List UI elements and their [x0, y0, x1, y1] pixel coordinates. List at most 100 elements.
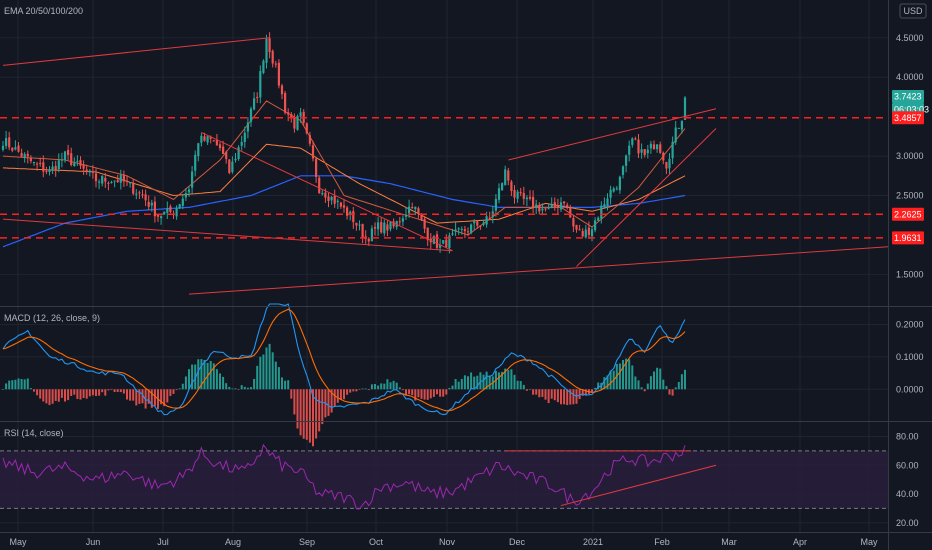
candle-body	[324, 192, 327, 198]
candle-body	[559, 202, 563, 210]
macd-histogram-bar	[271, 352, 274, 390]
macd-histogram-bar	[423, 389, 426, 400]
macd-histogram-bar	[135, 389, 138, 406]
macd-histogram-bar	[463, 375, 466, 390]
time-axis-tick[interactable]: Jun	[86, 537, 101, 547]
macd-histogram-bar	[370, 384, 373, 390]
candle-body	[553, 202, 556, 207]
macd-axis-tick: 0.0000	[896, 384, 924, 394]
time-axis-tick[interactable]: 2021	[583, 537, 603, 547]
macd-histogram-bar	[107, 389, 110, 391]
trendlines[interactable]	[2, 37, 889, 295]
candle-body	[129, 182, 132, 184]
rsi-panel[interactable]	[0, 443, 888, 510]
candle-body	[218, 144, 222, 149]
rsi-study-title[interactable]: RSI (14, close)	[4, 428, 64, 438]
candle-body	[646, 149, 649, 154]
candle-body	[643, 149, 646, 155]
macd-histogram-bar	[240, 385, 243, 390]
macd-histogram-bar	[640, 387, 643, 390]
currency-button[interactable]: USD	[899, 3, 927, 19]
macd-histogram-bar	[439, 389, 442, 397]
macd-panel[interactable]	[2, 303, 686, 447]
macd-histogram-bar	[172, 389, 175, 394]
candle-body	[683, 97, 687, 120]
time-axis[interactable]: May Jun Jul Aug Sep Oct Nov Dec 2021 Feb Mar Apr May	[9, 537, 878, 547]
candle-body	[575, 225, 578, 230]
time-axis-tick[interactable]: Dec	[509, 537, 526, 547]
macd-histogram-bar	[510, 369, 513, 390]
macd-histogram-bar	[550, 389, 553, 399]
candle-body	[150, 202, 153, 206]
candle-body	[367, 238, 370, 242]
candle-body	[674, 127, 677, 143]
candle-body	[54, 165, 57, 171]
macd-histogram-bar	[560, 389, 562, 405]
macd-histogram-bar	[445, 389, 448, 395]
candle-body	[640, 149, 643, 153]
macd-histogram-bar	[563, 389, 566, 405]
time-axis-tick[interactable]: Apr	[793, 537, 807, 547]
candle-body	[668, 158, 671, 169]
macd-histogram-bar	[14, 379, 17, 390]
candle-body	[497, 188, 501, 200]
horizontal-levels[interactable]	[0, 117, 888, 239]
macd-study-title[interactable]: MACD (12, 26, close, 9)	[4, 313, 100, 323]
macd-histogram-bar	[361, 388, 364, 390]
macd-histogram-bar	[649, 376, 652, 390]
candle-body	[194, 154, 197, 171]
candle-body	[160, 216, 163, 219]
macd-histogram-bar	[219, 373, 221, 390]
macd-histogram-bar	[395, 382, 398, 390]
macd-histogram-bar	[160, 389, 163, 405]
macd-histogram-bar	[184, 376, 187, 390]
price-study-title[interactable]: EMA 20/50/100/200	[4, 6, 83, 16]
price-axis-tick: 3.0000	[896, 151, 924, 161]
candle-body	[253, 98, 256, 110]
time-axis-tick[interactable]: Mar	[721, 537, 737, 547]
candle-body	[380, 222, 383, 233]
time-axis-tick[interactable]: Jul	[157, 537, 169, 547]
candle-body	[665, 161, 668, 169]
macd-histogram-bar	[60, 389, 63, 398]
candle-body	[569, 207, 572, 218]
time-axis-tick[interactable]: Oct	[369, 537, 384, 547]
candle-body	[178, 204, 181, 209]
macd-histogram-bar	[367, 389, 370, 391]
macd-histogram-bar	[662, 379, 665, 390]
time-axis-tick[interactable]: Aug	[225, 537, 241, 547]
candle-body	[411, 207, 414, 209]
macd-histogram-bar	[315, 389, 318, 439]
candle-body	[296, 115, 299, 130]
time-axis-tick[interactable]: Nov	[439, 537, 456, 547]
candle-body	[466, 231, 470, 233]
macd-histogram-bar	[606, 375, 609, 390]
candle-body	[507, 170, 510, 181]
candle-body	[17, 145, 20, 152]
time-axis-tick[interactable]: Feb	[654, 537, 670, 547]
macd-histogram-bar	[625, 358, 628, 390]
candle-body	[625, 155, 628, 166]
price-panel[interactable]	[0, 32, 889, 295]
time-axis-tick[interactable]: May	[860, 537, 878, 547]
macd-histogram-bar	[476, 375, 479, 390]
time-axis-tick[interactable]: Sep	[299, 537, 315, 547]
candle-body	[618, 176, 621, 191]
macd-histogram-bar	[646, 383, 649, 390]
macd-histogram-bar	[529, 389, 531, 390]
macd-histogram-bar	[470, 372, 473, 390]
macd-histogram-bar	[525, 389, 528, 391]
candle-body	[355, 222, 358, 226]
candle-body	[26, 153, 29, 157]
macd-histogram-bar	[178, 388, 181, 390]
candle-body	[187, 189, 191, 193]
time-axis-tick[interactable]: May	[9, 537, 27, 547]
candle-body	[373, 226, 377, 229]
macd-histogram-bar	[398, 387, 401, 390]
macd-histogram-bar	[339, 389, 342, 400]
candle-body	[14, 147, 17, 150]
price-tags: 3.7423 06:03:033.4857 2.2625 1.9631	[892, 90, 929, 245]
macd-histogram-bar	[668, 389, 671, 395]
candle-body	[82, 164, 85, 169]
